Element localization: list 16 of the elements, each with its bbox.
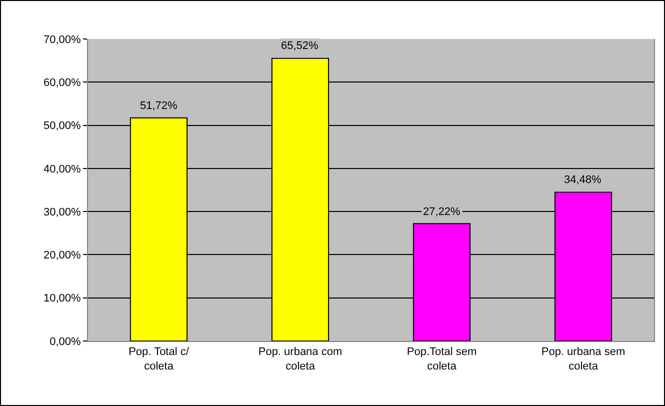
data-label: 34,48% bbox=[564, 174, 602, 186]
y-tick-label: 0,00% bbox=[50, 336, 82, 348]
data-label: 51,72% bbox=[140, 100, 178, 112]
x-tick-label: Pop. urbana sem coleta bbox=[541, 346, 626, 372]
y-tick-label: 50,00% bbox=[43, 120, 82, 132]
y-tick-label: 30,00% bbox=[43, 206, 82, 218]
y-tick-label: 10,00% bbox=[43, 292, 82, 305]
y-tick-label: 70,00% bbox=[43, 34, 82, 46]
x-tick-label: Pop.Total sem coleta bbox=[406, 346, 477, 372]
y-tick-label: 60,00% bbox=[43, 76, 82, 89]
x-tick-label: Pop. Total c/ coleta bbox=[128, 346, 190, 372]
data-label: 65,52% bbox=[281, 40, 319, 52]
x-tick-label: Pop. urbana com coleta bbox=[258, 346, 342, 372]
data-label: 27,22% bbox=[423, 206, 461, 218]
y-tick-label: 40,00% bbox=[43, 163, 82, 176]
y-tick-label: 20,00% bbox=[43, 250, 82, 262]
